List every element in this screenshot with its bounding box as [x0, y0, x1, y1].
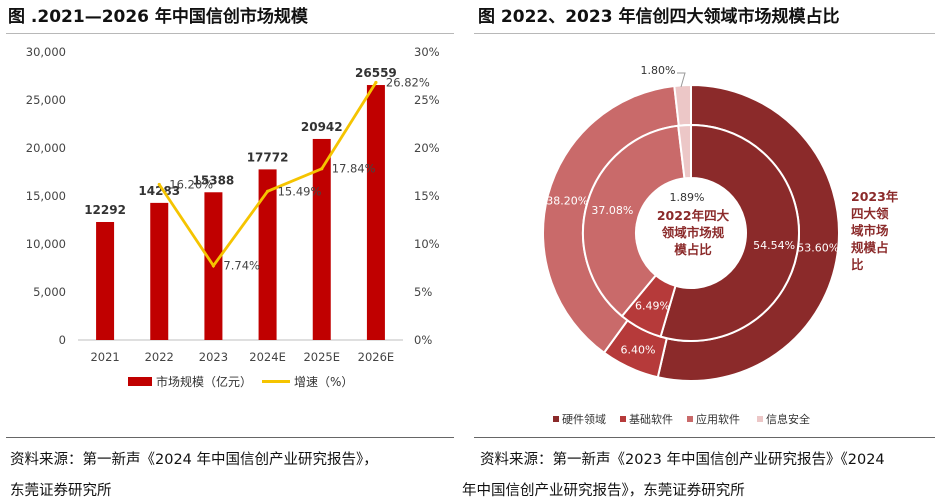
right-bottom-rule [474, 437, 935, 438]
inner-ring-center-label: 模占比 [674, 242, 712, 257]
growth-rate-label: 7.74% [223, 259, 260, 273]
market-size-bar [150, 202, 169, 340]
right-title-rule [474, 33, 935, 34]
market-size-bar [96, 221, 115, 340]
x-axis-tick-label: 2025E [303, 350, 340, 364]
growth-rate-point [265, 189, 270, 193]
inner-ring-2022-segment [677, 123, 692, 180]
growth-rate-point [320, 167, 324, 171]
growth-rate-label: 17.84% [332, 162, 376, 176]
outer-app-software-label: 38.20% [546, 194, 588, 207]
legend-label: 信息安全 [766, 412, 810, 426]
growth-rate-point [374, 80, 378, 85]
left-source-line2: 东莞证券研究所 [10, 483, 112, 499]
growth-rate-label: 16.20% [169, 177, 213, 191]
inner-ring-center-label: 领域市场规 [662, 225, 725, 240]
outer-security-leader-line [677, 72, 686, 88]
legend-swatch [620, 416, 626, 422]
market-size-bar [312, 138, 331, 340]
inner-ring-2022-segment [659, 123, 800, 342]
growth-rate-label: 26.82% [386, 76, 430, 90]
bar-value-label: 17772 [247, 150, 289, 164]
bar-value-label: 20942 [301, 120, 343, 134]
left-chart-title: 图 .2021—2026 年中国信创市场规模 [8, 7, 308, 27]
left-axis-tick-label: 30,000 [26, 45, 66, 59]
right-chart-title: 图 2022、2023 年信创四大领域市场规模占比 [478, 7, 840, 27]
left-axis-tick-label: 15,000 [26, 189, 66, 203]
legend-bar-swatch [128, 377, 152, 386]
bar-value-label: 12292 [84, 203, 126, 217]
right-source-line2: 年中国信创产业研究报告》，东莞证券研究所 [462, 483, 745, 499]
right-axis-tick-label: 30% [414, 45, 440, 59]
x-axis-tick-label: 2023 [199, 350, 228, 364]
legend-swatch [687, 416, 693, 422]
left-axis-tick-label: 0 [59, 333, 66, 347]
x-axis-tick-label: 2026E [358, 350, 395, 364]
right-axis-tick-label: 25% [414, 93, 440, 107]
legend-swatch [553, 416, 559, 422]
x-axis-tick-label: 2021 [90, 350, 119, 364]
left-axis-tick-label: 20,000 [26, 141, 66, 155]
right-source-line1: 资料来源：第一新声《2023 年中国信创产业研究报告》《2024 [480, 452, 885, 468]
inner-base-software-label: 6.49% [635, 299, 670, 312]
legend-bar-label: 市场规模（亿元） [156, 374, 252, 389]
inner-ring-2022-segment [582, 124, 686, 318]
outer-ring-side-label: 2023年 [851, 189, 899, 204]
outer-ring-side-label: 比 [851, 257, 864, 272]
growth-rate-point [211, 264, 216, 268]
inner-security-label: 1.89% [670, 191, 705, 204]
bar-value-label: 14283 [138, 184, 180, 198]
inner-hardware-label: 54.54% [753, 239, 795, 252]
legend-swatch [757, 416, 763, 422]
left-bottom-rule [6, 437, 454, 438]
outer-base-software-label: 6.40% [620, 343, 655, 356]
market-size-bar [366, 85, 385, 340]
left-source-line1: 资料来源：第一新声《2024 年中国信创产业研究报告》， [10, 452, 378, 468]
market-size-bar [258, 169, 277, 340]
bar-value-label: 26559 [355, 66, 397, 80]
market-size-combo-chart: 0 5,000 10,000 15,000 20,000 25,000 30,000 0% 5%… [26, 45, 440, 389]
outer-security-label: 1.80% [641, 64, 676, 77]
right-axis-tick-label: 10% [414, 237, 440, 251]
legend-line-label: 增速（%） [294, 375, 353, 389]
left-axis-tick-label: 10,000 [26, 237, 66, 251]
legend-label: 硬件领域 [562, 413, 606, 426]
legend-label: 应用软件 [696, 412, 740, 426]
right-axis-tick-label: 5% [414, 285, 432, 299]
outer-ring-side-label: 四大领 [851, 206, 889, 221]
growth-rate-point [157, 182, 161, 187]
left-axis-tick-label: 25,000 [26, 93, 66, 107]
right-axis-tick-label: 0% [414, 333, 432, 347]
legend-label: 基础软件 [629, 412, 673, 426]
sector-share-double-donut-chart: 54.54% 6.49% 37.08% 1.89% 53.60% 6.40% 38.20% 1… [542, 64, 899, 426]
bar-value-label: 15388 [193, 173, 235, 187]
outer-ring-side-label: 规模占 [851, 240, 889, 255]
growth-rate-label: 15.49% [278, 184, 322, 198]
outer-hardware-label: 53.60% [797, 241, 839, 254]
inner-app-software-label: 37.08% [591, 204, 633, 217]
outer-ring-side-label: 域市场 [851, 223, 889, 238]
x-axis-tick-label: 2022 [145, 350, 174, 364]
left-axis-tick-label: 5,000 [33, 285, 66, 299]
inner-ring-center-label: 2022年四大 [657, 208, 730, 223]
left-title-rule [6, 33, 454, 34]
right-axis-tick-label: 15% [414, 189, 440, 203]
x-axis-tick-label: 2024E [249, 350, 286, 364]
right-axis-tick-label: 20% [414, 141, 440, 155]
